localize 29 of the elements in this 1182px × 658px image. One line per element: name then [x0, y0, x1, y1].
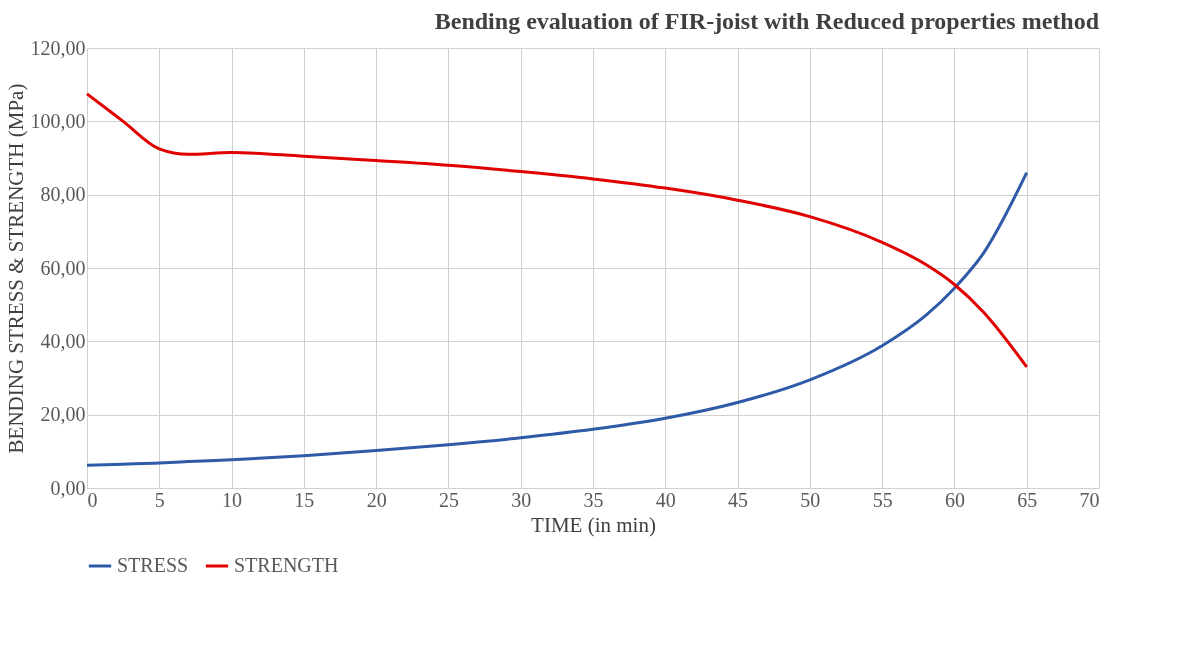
x-tick-label: 30	[511, 488, 532, 511]
x-tick-label: 65	[1017, 488, 1038, 511]
y-tick-label: 80,00	[40, 183, 86, 206]
x-tick-label: 60	[944, 488, 965, 511]
y-tick-label: 100,00	[30, 109, 86, 132]
x-tick-label: 50	[800, 488, 821, 511]
y-tick-label: 20,00	[40, 403, 86, 426]
x-tick-label: 40	[655, 488, 676, 511]
x-tick-label: 15	[294, 488, 315, 511]
x-tick-label: 20	[366, 488, 387, 511]
x-tick-label: 45	[728, 488, 749, 511]
y-axis-title: BENDING STRESS & STRENGTH (MPa)	[3, 83, 28, 454]
x-tick-label: 5	[154, 488, 165, 511]
x-tick-label: 25	[438, 488, 459, 511]
x-tick-label: 70	[1079, 488, 1100, 511]
y-tick-label: 40,00	[40, 329, 86, 352]
x-tick-label: 0	[87, 488, 98, 511]
chart-title: Bending evaluation of FIR-joist with Reduced properties method	[434, 8, 1100, 34]
x-tick-label: 10	[222, 488, 243, 511]
line-series	[85, 92, 1029, 369]
line-series	[85, 171, 1029, 467]
y-tick-label: 120,00	[30, 36, 86, 59]
x-axis-title: TIME (in min)	[531, 512, 656, 537]
x-tick-label: 35	[583, 488, 604, 511]
legend-label: STRENGTH	[234, 554, 339, 576]
y-tick-label: 0,00	[50, 476, 86, 499]
legend-label: STRESS	[117, 554, 189, 576]
x-tick-label: 55	[872, 488, 893, 511]
y-tick-label: 60,00	[40, 256, 86, 279]
